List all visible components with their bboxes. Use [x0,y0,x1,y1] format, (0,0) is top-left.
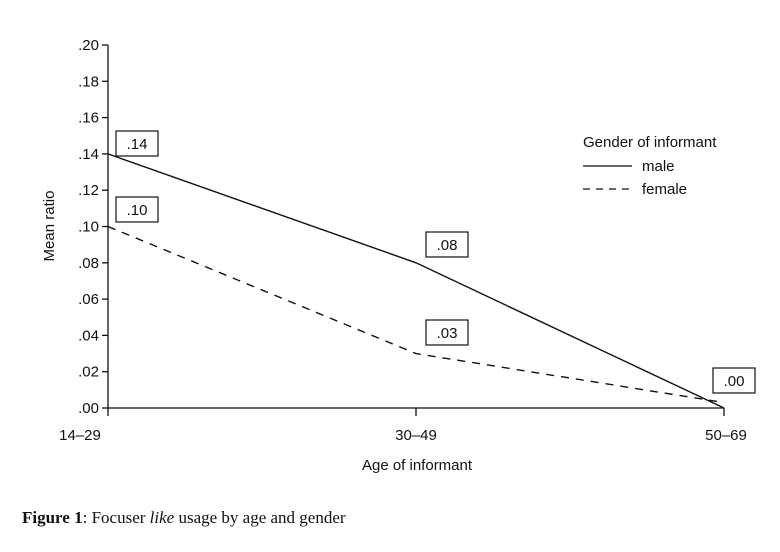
caption-figure-number: Figure 1 [22,508,83,527]
y-tick-label: .04 [78,327,99,344]
series-line-female [107,225,725,404]
series-layer [107,153,725,409]
data-label-male-1: .08 [425,231,469,258]
y-tick-label: .12 [78,182,99,199]
data-label-box [425,319,469,346]
legend-title: Gender of informant [583,134,717,151]
data-label-box [115,196,159,223]
data-label-female-1: .03 [425,319,469,346]
y-tick-label: .10 [78,219,99,236]
legend-label-female: female [642,181,687,198]
figure-caption: Figure 1: Focuser like usage by age and … [22,508,346,528]
x-tick-label: 14–29 [59,427,101,444]
data-label-layer: .14 .10 .08 .03 .00 [115,130,756,394]
y-tick-label: .20 [78,37,99,54]
y-tick-label: .18 [78,73,99,90]
y-tick-label: .06 [78,291,99,308]
data-label-female-0: .10 [115,196,159,223]
data-label-female-2: .00 [712,367,756,394]
data-label-text: .08 [437,237,458,254]
y-tick-label: .16 [78,110,99,127]
legend-label-male: male [642,158,675,175]
data-label-box [115,130,159,157]
data-label-text: .03 [437,325,458,342]
x-axis: 14–29 30–49 50–69 [59,407,747,444]
series-line-male [107,153,725,409]
y-tick-label: .08 [78,255,99,272]
line-chart: .00 .02 .04 .06 .08 .10 .12 .14 .16 .18 .20 14–29 3… [41,37,756,474]
data-label-text: .10 [127,202,148,219]
caption-emphasis: like [149,508,175,527]
legend: Gender of informant male female [583,134,717,198]
data-label-box [712,367,756,394]
data-label-male-0: .14 [115,130,159,157]
x-axis-title: Age of informant [362,457,473,474]
y-tick-label: .14 [78,146,99,163]
x-tick-label: 50–69 [705,427,747,444]
caption-text-1: : Focuser [82,508,150,527]
y-tick-label: .00 [78,400,99,417]
data-label-text: .14 [127,136,148,153]
data-label-text: .00 [724,373,745,390]
y-tick-label: .02 [78,364,99,381]
y-axis-title: Mean ratio [41,191,58,262]
caption-text-2: usage by age and gender [174,508,346,527]
y-axis: .00 .02 .04 .06 .08 .10 .12 .14 .16 .18 .20 [78,37,109,417]
x-tick-label: 30–49 [395,427,437,444]
data-label-box [425,231,469,258]
